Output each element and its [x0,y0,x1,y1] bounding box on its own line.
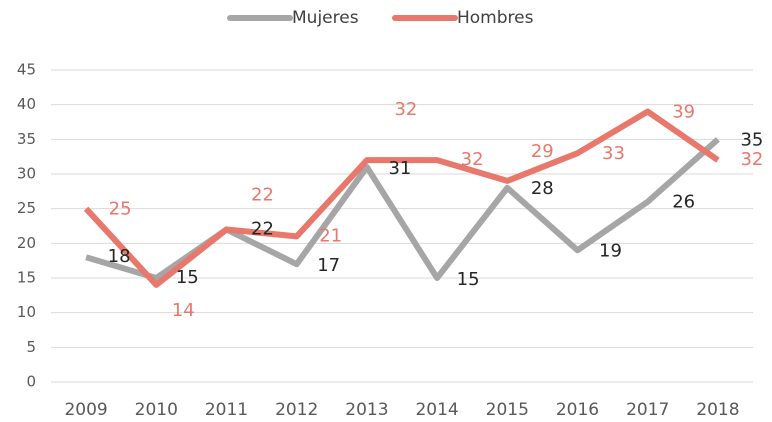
y-tick-label: 0 [26,373,36,391]
data-label: 39 [672,102,695,123]
data-label: 15 [457,269,480,290]
y-tick-label: 35 [17,130,36,148]
series-line [83,108,720,288]
y-tick-label: 45 [17,61,36,79]
data-label: 18 [108,246,131,267]
data-label: 33 [602,143,625,164]
x-tick-label: 2015 [486,400,529,420]
data-label: 29 [531,141,554,162]
data-label: 32 [461,149,484,170]
x-tick-label: 2014 [415,400,458,420]
x-tick-label: 2011 [205,400,248,420]
data-label: 21 [319,225,342,246]
legend-label: Mujeres [292,8,359,28]
data-label: 28 [531,178,554,199]
data-label: 32 [740,149,763,170]
x-tick-label: 2012 [275,400,318,420]
y-tick-label: 40 [17,95,36,113]
y-tick-label: 20 [17,234,36,252]
data-label: 19 [599,240,622,261]
y-tick-label: 5 [26,338,36,356]
data-label: 25 [109,199,132,220]
x-tick-label: 2016 [556,400,599,420]
y-tick-label: 30 [17,165,36,183]
data-label: 22 [251,184,274,205]
data-label: 14 [172,300,195,321]
y-tick-label: 25 [17,199,36,217]
data-label: 32 [394,99,417,120]
legend-label: Hombres [457,8,534,28]
data-label: 31 [388,158,411,179]
x-tick-label: 2018 [696,400,739,420]
x-tick-label: 2017 [626,400,669,420]
x-tick-label: 2013 [345,400,388,420]
y-tick-label: 10 [17,303,36,321]
data-label: 22 [251,218,274,239]
data-label: 17 [317,255,340,276]
data-label: 26 [672,192,695,213]
x-tick-label: 2010 [135,400,178,420]
y-tick-label: 15 [17,269,36,287]
data-label: 15 [176,267,199,288]
x-tick-label: 2009 [64,400,107,420]
data-label: 35 [740,129,763,150]
